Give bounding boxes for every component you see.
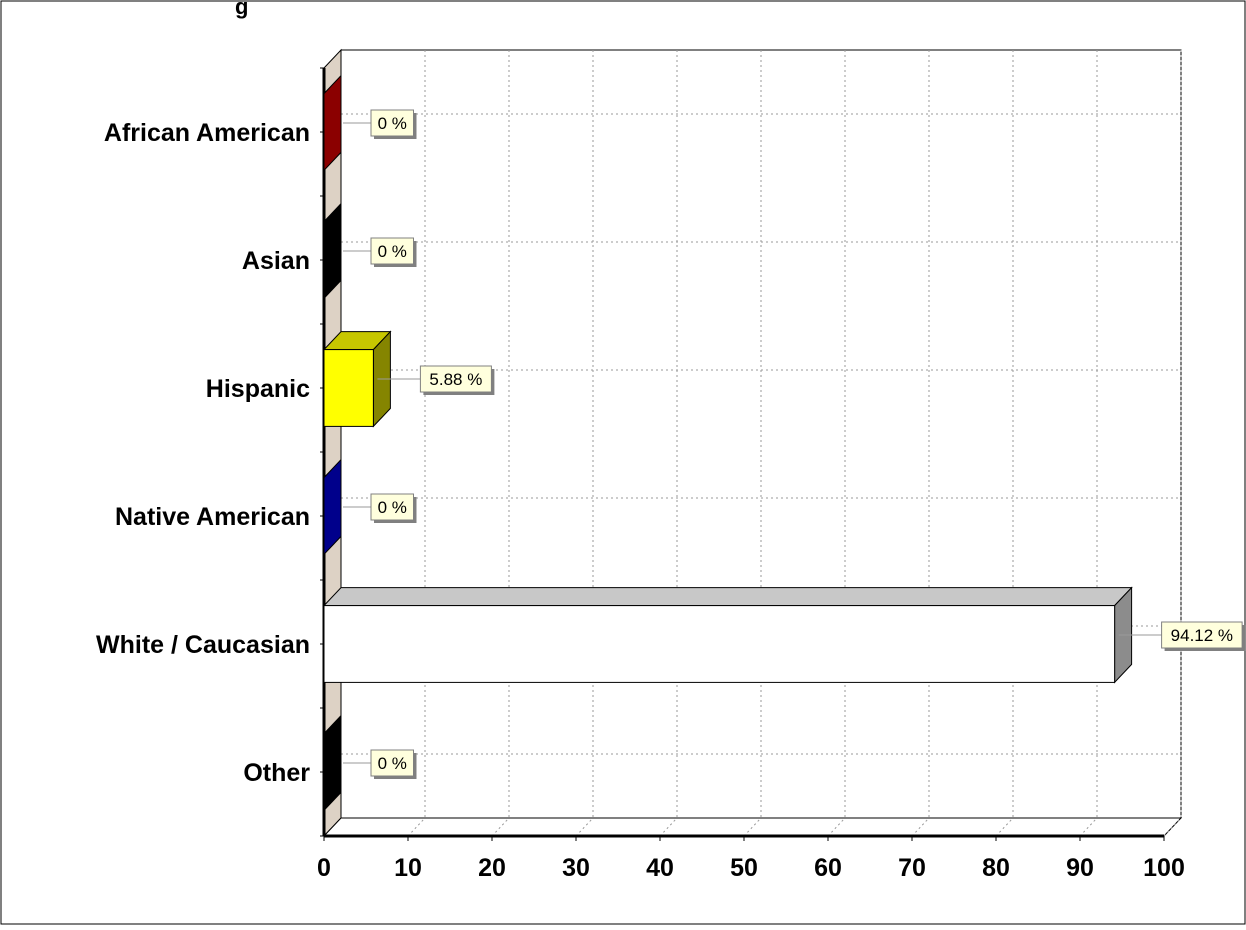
chart-title-fragment: g bbox=[235, 0, 248, 19]
bar-front-face bbox=[323, 349, 374, 427]
bar-zero-slab bbox=[323, 714, 342, 812]
data-label-text: 0 % bbox=[378, 498, 407, 517]
data-label-text: 94.12 % bbox=[1171, 626, 1233, 645]
data-label-text: 5.88 % bbox=[429, 370, 482, 389]
x-tick-label: 0 bbox=[317, 854, 331, 882]
gridline-floor bbox=[827, 817, 846, 837]
data-label-text: 0 % bbox=[378, 242, 407, 261]
data-label-box bbox=[370, 493, 414, 521]
data-label: 94.12 % bbox=[1118, 621, 1246, 651]
x-tick-label: 10 bbox=[394, 854, 422, 882]
data-label-box bbox=[419, 365, 492, 393]
gridline-floor bbox=[1163, 817, 1182, 837]
bar-front-face bbox=[323, 605, 1116, 683]
gridline-floor bbox=[743, 817, 762, 837]
data-label: 0 % bbox=[343, 237, 417, 267]
bar-zero-slab bbox=[323, 74, 342, 172]
x-tick-label: 20 bbox=[478, 854, 506, 882]
x-tick-label: 100 bbox=[1143, 854, 1185, 882]
data-label-box bbox=[370, 109, 414, 137]
gridline-floor bbox=[491, 817, 510, 837]
gridline-floor bbox=[575, 817, 594, 837]
gridline-floor bbox=[659, 817, 678, 837]
x-tick-label: 50 bbox=[730, 854, 758, 882]
gridline-floor bbox=[911, 817, 930, 837]
bars bbox=[322, 74, 1133, 812]
data-label-text: 0 % bbox=[378, 114, 407, 133]
data-label-box bbox=[370, 749, 414, 777]
x-tick-label: 60 bbox=[814, 854, 842, 882]
category-label: African American bbox=[104, 119, 310, 147]
x-tick-label: 90 bbox=[1066, 854, 1094, 882]
data-label-box bbox=[1161, 621, 1243, 649]
bar bbox=[323, 458, 342, 556]
data-label: 5.88 % bbox=[377, 365, 495, 395]
category-label: Other bbox=[243, 759, 310, 787]
category-label: White / Caucasian bbox=[96, 631, 310, 659]
x-tick-label: 80 bbox=[982, 854, 1010, 882]
bar bbox=[322, 586, 1133, 684]
data-label-box bbox=[370, 237, 414, 265]
gridline-floor bbox=[995, 817, 1014, 837]
x-tick-label: 30 bbox=[562, 854, 590, 882]
x-tick-label: 70 bbox=[898, 854, 926, 882]
bar-zero-slab bbox=[323, 202, 342, 300]
bar bbox=[323, 74, 342, 172]
data-label: 0 % bbox=[343, 493, 417, 523]
category-label: Hispanic bbox=[206, 375, 310, 403]
floor bbox=[322, 817, 1183, 837]
x-tick-label: 40 bbox=[646, 854, 674, 882]
gridline-floor bbox=[1079, 817, 1098, 837]
data-label: 0 % bbox=[343, 749, 417, 779]
bar-zero-slab bbox=[323, 458, 342, 556]
bar bbox=[323, 202, 342, 300]
bar-top-face bbox=[322, 587, 1133, 607]
gridline-floor bbox=[407, 817, 426, 837]
category-label: Native American bbox=[115, 503, 310, 531]
data-label-text: 0 % bbox=[378, 754, 407, 773]
plot-area bbox=[320, 48, 1183, 841]
data-label: 0 % bbox=[343, 109, 417, 139]
category-label: Asian bbox=[242, 247, 310, 275]
bar bbox=[323, 714, 342, 812]
labels: 0 10 20 30 40 50 60 70 80 90 100 African American 0 … bbox=[96, 109, 1246, 882]
